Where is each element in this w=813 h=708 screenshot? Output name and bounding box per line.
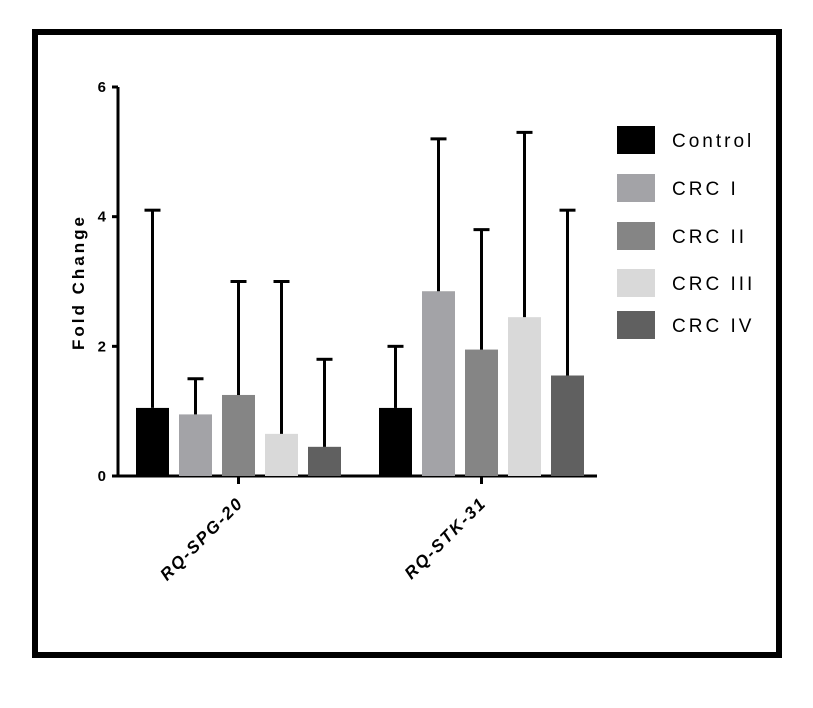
legend-label: Control <box>672 131 754 152</box>
legend-swatch <box>617 222 655 250</box>
y-tick-label: 4 <box>98 209 107 226</box>
bar <box>136 407 169 476</box>
bars <box>136 291 584 476</box>
y-tick-label: 6 <box>98 79 106 96</box>
y-tick-label: 0 <box>98 468 106 485</box>
legend-label: CRC III <box>672 274 755 295</box>
legend-item: CRC III <box>617 269 755 297</box>
error-bars <box>144 130 576 447</box>
bar <box>422 291 455 476</box>
category-label: RQ-STK-31 <box>401 493 491 583</box>
chart-frame <box>32 29 782 658</box>
legend-item: CRC IV <box>617 311 754 339</box>
category-label: RQ-SPG-20 <box>156 493 247 584</box>
legend-swatch <box>617 269 655 297</box>
legend-label: CRC II <box>672 227 747 248</box>
legend: Control CRC I CRC II CRC III CRC IV <box>617 126 755 339</box>
bar <box>308 446 341 476</box>
bar <box>379 407 412 476</box>
bar <box>551 375 584 476</box>
legend-item: Control <box>617 126 754 154</box>
legend-swatch <box>617 174 655 202</box>
legend-item: CRC II <box>617 222 747 250</box>
bar <box>465 349 498 476</box>
y-axis-label: Fold Change <box>69 214 88 350</box>
legend-swatch <box>617 311 655 339</box>
legend-label: CRC IV <box>672 316 754 337</box>
bar <box>222 394 255 476</box>
bar <box>508 317 541 476</box>
legend-item: CRC I <box>617 174 739 202</box>
bar <box>265 433 298 476</box>
legend-label: CRC I <box>672 179 739 200</box>
bar <box>179 414 212 476</box>
y-tick-label: 2 <box>98 338 106 355</box>
legend-swatch <box>617 126 655 154</box>
